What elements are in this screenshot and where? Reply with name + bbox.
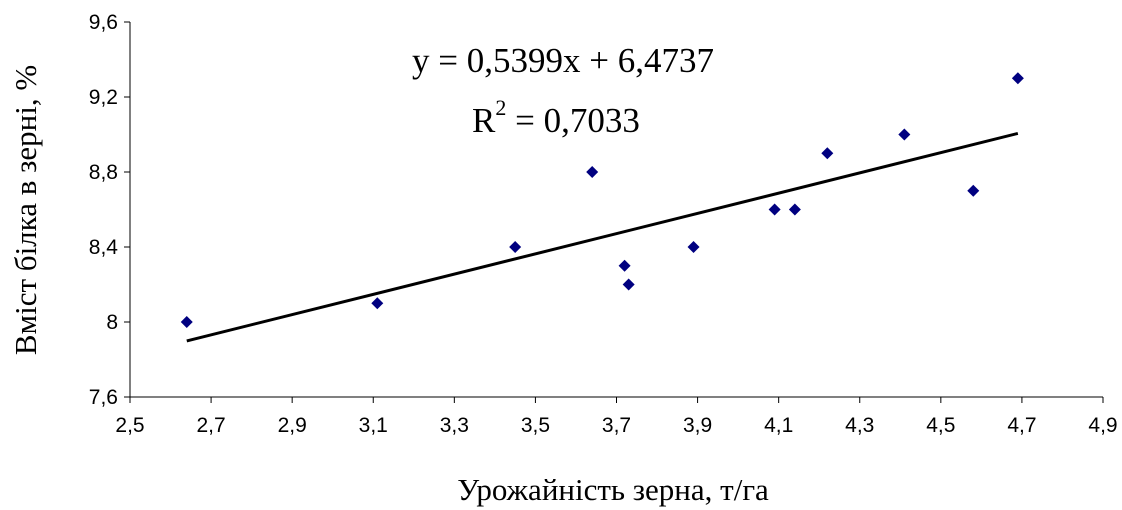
y-tick-label: 8,4 bbox=[89, 236, 119, 259]
data-points bbox=[180, 72, 1024, 328]
x-tick-label: 4,9 bbox=[1088, 414, 1117, 437]
y-tick-label: 8,8 bbox=[89, 161, 118, 184]
r-squared-value: = 0,7033 bbox=[506, 101, 640, 140]
x-tick-label: 4,7 bbox=[1007, 414, 1036, 437]
data-point bbox=[821, 147, 834, 160]
data-point bbox=[371, 297, 384, 310]
x-tick-label: 3,5 bbox=[521, 414, 550, 437]
trendline bbox=[186, 131, 1019, 343]
data-point bbox=[768, 203, 781, 216]
trendline-group bbox=[186, 131, 1019, 343]
data-point bbox=[898, 128, 911, 141]
data-point bbox=[180, 316, 193, 328]
data-point bbox=[622, 278, 635, 291]
r-squared-exponent: 2 bbox=[495, 95, 506, 120]
x-tick-label: 3,3 bbox=[440, 414, 469, 437]
data-point bbox=[586, 166, 599, 178]
y-tick-label: 8 bbox=[106, 311, 118, 334]
x-tick-label: 3,1 bbox=[359, 414, 388, 437]
x-tick-label: 4,5 bbox=[926, 414, 955, 437]
r-squared-label: R2 = 0,7033 bbox=[472, 95, 640, 140]
x-tick-label: 2,7 bbox=[196, 414, 225, 437]
y-axis-ticks: 7,6 8 8,4 8,8 9,2 9,6 bbox=[89, 11, 130, 409]
x-tick-label: 3,7 bbox=[602, 414, 631, 437]
x-tick-label: 2,5 bbox=[115, 414, 144, 437]
data-point bbox=[509, 241, 522, 253]
data-point bbox=[618, 259, 631, 272]
y-tick-label: 9,2 bbox=[89, 86, 118, 109]
y-tick-label: 9,6 bbox=[89, 11, 118, 34]
y-tick-label: 7,6 bbox=[89, 386, 118, 409]
x-axis-ticks: 2,5 2,7 2,9 3,1 3,3 3,5 3,7 3,9 4,1 4,3 4,5 4,7 4,9 bbox=[115, 397, 1118, 437]
data-point bbox=[687, 241, 700, 253]
data-point bbox=[967, 184, 980, 197]
x-tick-label: 4,1 bbox=[764, 414, 793, 437]
data-point bbox=[788, 203, 801, 216]
x-tick-label: 2,9 bbox=[278, 414, 307, 437]
y-axis-title: Вміст білка в зерні, % bbox=[8, 65, 43, 355]
x-axis-title: Урожайність зерна, т/га bbox=[457, 472, 769, 507]
trendline-equation: y = 0,5399x + 6,4737 bbox=[412, 41, 714, 80]
data-point bbox=[1011, 72, 1024, 85]
x-tick-label: 4,3 bbox=[845, 414, 874, 437]
x-tick-label: 3,9 bbox=[683, 414, 712, 437]
r-squared-base: R bbox=[472, 101, 496, 140]
